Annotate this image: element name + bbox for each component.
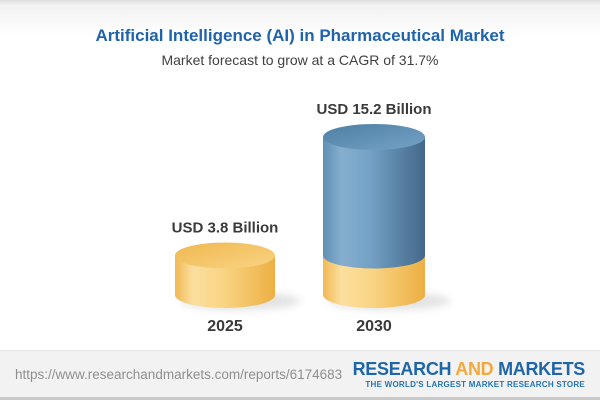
research-and-markets-logo: RESEARCH AND MARKETS THE WORLD'S LARGEST… xyxy=(352,358,586,389)
logo-wordmark: RESEARCH AND MARKETS xyxy=(352,358,586,379)
base-segment-top xyxy=(323,242,425,269)
chart-header: Artificial Intelligence (AI) in Pharmace… xyxy=(0,0,600,69)
blue-segment-top xyxy=(323,124,425,150)
base-segment-body xyxy=(323,255,425,308)
chart-title: Artificial Intelligence (AI) in Pharmace… xyxy=(95,26,505,45)
logo-word-markets: MARKETS xyxy=(498,358,585,379)
logo-word-research: RESEARCH xyxy=(352,358,452,379)
bar-2025: USD 3.8 Billion 2025 xyxy=(172,220,300,335)
value-label: USD 15.2 Billion xyxy=(316,101,431,118)
blue-segment-body xyxy=(323,137,425,269)
bar-shadow xyxy=(330,292,450,310)
chart-subtitle: Market forecast to grow at a CAGR of 31.… xyxy=(161,52,439,68)
logo-word-and: AND xyxy=(455,358,494,379)
bar-shadow xyxy=(182,292,300,310)
logo-tagline: THE WORLD'S LARGEST MARKET RESEARCH STOR… xyxy=(365,379,585,389)
bar-2030: USD 15.2 Billion 2030 xyxy=(316,101,450,335)
category-label: 2025 xyxy=(207,318,243,335)
bars-group: USD 3.8 Billion 2025 USD 15.2 Billion 2030 xyxy=(172,101,450,335)
category-label: 2030 xyxy=(356,318,392,335)
value-label: USD 3.8 Billion xyxy=(172,220,279,237)
footer-bar: https://www.researchandmarkets.com/repor… xyxy=(0,350,600,400)
yellow-cylinder-top xyxy=(175,242,275,269)
yellow-cylinder-body xyxy=(175,255,275,308)
report-url-link[interactable]: https://www.researchandmarkets.com/repor… xyxy=(15,366,343,382)
